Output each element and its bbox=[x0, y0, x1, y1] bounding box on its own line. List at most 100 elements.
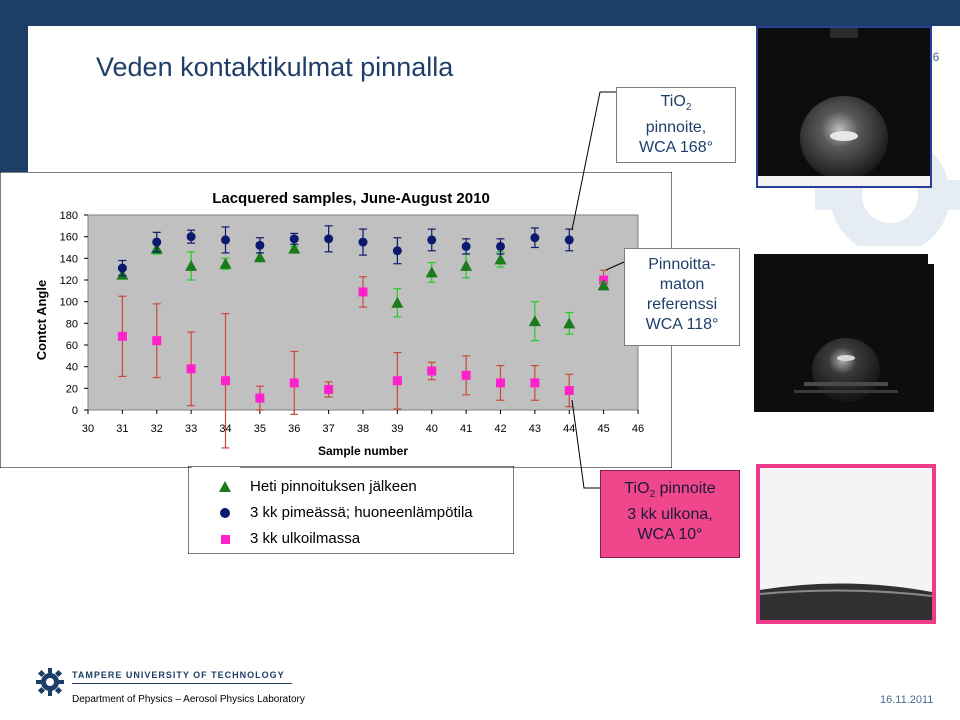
circle-marker-icon bbox=[220, 508, 230, 518]
droplet-image-1 bbox=[758, 28, 930, 186]
droplet-photo-outdoor bbox=[756, 464, 936, 624]
university-name: TAMPERE UNIVERSITY OF TECHNOLOGY bbox=[72, 670, 285, 680]
data-point-circle bbox=[289, 234, 299, 244]
data-point-square bbox=[530, 378, 540, 388]
university-gear-logo-icon bbox=[36, 668, 64, 696]
callout-ref-line2: maton bbox=[659, 276, 705, 293]
data-point-circle bbox=[358, 237, 368, 247]
data-point-triangle bbox=[528, 315, 541, 327]
callout-tio2-line3: WCA 168° bbox=[639, 139, 713, 157]
x-tick-label: 45 bbox=[598, 423, 610, 435]
data-point-square bbox=[461, 370, 471, 380]
x-tick-label: 35 bbox=[254, 423, 266, 435]
data-point-square bbox=[186, 364, 196, 374]
data-point-square bbox=[496, 378, 505, 388]
x-tick-label: 42 bbox=[494, 423, 506, 435]
y-tick-label: 20 bbox=[66, 383, 78, 395]
data-point-circle bbox=[461, 241, 471, 251]
callout-tio2-subscript: 2 bbox=[685, 102, 692, 114]
y-tick-label: 60 bbox=[66, 340, 78, 352]
data-point-triangle bbox=[185, 259, 198, 271]
data-point-square bbox=[358, 287, 368, 297]
callout-ref-line4: WCA 118° bbox=[645, 316, 719, 333]
x-tick-label: 41 bbox=[460, 423, 472, 435]
x-tick-label: 33 bbox=[185, 423, 197, 435]
callout-out-subscript: 2 bbox=[649, 489, 656, 501]
data-point-square bbox=[255, 393, 265, 403]
droplet-photo-tio2 bbox=[756, 26, 932, 188]
data-point-circle bbox=[392, 246, 402, 256]
data-point-square bbox=[117, 331, 127, 341]
x-tick-label: 31 bbox=[116, 423, 128, 435]
legend-label-circle: 3 kk pimeässä; huoneenlämpötila bbox=[250, 504, 473, 521]
callout-ref-line3: referenssi bbox=[646, 296, 718, 313]
callout-out-line2: 3 kk ulkona, bbox=[627, 506, 713, 524]
chart-title: Lacquered samples, June-August 2010 bbox=[212, 190, 490, 207]
droplet-image-2 bbox=[754, 248, 934, 412]
x-tick-label: 38 bbox=[357, 423, 369, 435]
chart-legend: Heti pinnoituksen jälkeen 3 kk pimeässä;… bbox=[188, 466, 514, 554]
callout-outdoor-coated: TiO2 pinnoite 3 kk ulkona, WCA 10° bbox=[600, 470, 740, 558]
data-point-square bbox=[564, 386, 574, 395]
callout-ref-line1: Pinnoitta- bbox=[648, 256, 716, 273]
callout-out-line3: WCA 10° bbox=[637, 526, 703, 544]
data-point-triangle bbox=[253, 251, 266, 263]
y-tick-label: 140 bbox=[60, 253, 78, 265]
data-point-circle bbox=[564, 235, 574, 245]
triangle-marker-icon bbox=[219, 481, 231, 492]
callout-tio2-formula: TiO bbox=[660, 93, 686, 110]
data-point-circle bbox=[152, 237, 162, 247]
y-tick-label: 120 bbox=[60, 275, 78, 287]
y-tick-label: 160 bbox=[60, 232, 78, 244]
data-point-circle bbox=[221, 235, 230, 245]
data-point-triangle bbox=[460, 259, 473, 271]
callout-uncoated-reference: Pinnoitta- maton referenssi WCA 118° bbox=[624, 248, 740, 346]
department-name: Department of Physics – Aerosol Physics … bbox=[72, 694, 305, 705]
y-tick-label: 100 bbox=[60, 297, 78, 309]
x-tick-label: 46 bbox=[632, 423, 644, 435]
data-point-circle bbox=[186, 232, 196, 242]
data-point-triangle bbox=[391, 296, 404, 308]
data-point-triangle bbox=[597, 279, 610, 291]
x-tick-label: 39 bbox=[391, 423, 403, 435]
x-tick-label: 37 bbox=[323, 423, 335, 435]
x-tick-label: 40 bbox=[426, 423, 438, 435]
square-marker-icon bbox=[221, 535, 230, 544]
callout-out-formula: TiO bbox=[624, 480, 650, 497]
data-point-square bbox=[289, 378, 299, 388]
data-point-triangle bbox=[288, 242, 301, 254]
y-axis-label: Contct Angle bbox=[34, 280, 49, 360]
data-point-circle bbox=[255, 240, 265, 250]
data-point-circle bbox=[324, 234, 334, 244]
legend-label-triangle: Heti pinnoituksen jälkeen bbox=[250, 478, 417, 495]
data-point-circle bbox=[530, 233, 540, 243]
callout-tio2-line2: pinnoite, bbox=[645, 119, 707, 137]
data-point-circle bbox=[117, 263, 127, 273]
y-tick-label: 180 bbox=[60, 210, 78, 222]
callout-tio2-coated: TiO2 pinnoite, WCA 168° bbox=[616, 87, 736, 163]
callout-out-line1b: pinnoite bbox=[655, 480, 716, 497]
y-tick-label: 80 bbox=[66, 318, 78, 330]
x-tick-label: 44 bbox=[563, 423, 575, 435]
footer-divider bbox=[72, 683, 292, 684]
data-point-square bbox=[324, 384, 334, 394]
data-point-square bbox=[152, 336, 162, 346]
data-point-triangle bbox=[425, 266, 438, 278]
x-axis-label: Sample number bbox=[318, 444, 408, 458]
contact-angle-chart: Lacquered samples, June-August 2010 Cont… bbox=[0, 172, 672, 468]
slide-date: 16.11.2011 bbox=[880, 694, 934, 706]
data-point-square bbox=[427, 366, 437, 376]
slide-title: Veden kontaktikulmat pinnalla bbox=[96, 52, 454, 82]
x-tick-label: 43 bbox=[529, 423, 541, 435]
x-tick-label: 32 bbox=[151, 423, 163, 435]
x-tick-label: 30 bbox=[82, 423, 94, 435]
legend-label-square: 3 kk ulkoilmassa bbox=[250, 530, 361, 547]
y-tick-label: 40 bbox=[66, 362, 78, 374]
y-tick-label: 0 bbox=[72, 405, 78, 417]
x-tick-label: 36 bbox=[288, 423, 300, 435]
data-point-circle bbox=[496, 241, 505, 251]
data-point-square bbox=[221, 376, 230, 386]
data-point-square bbox=[392, 376, 402, 386]
data-point-triangle bbox=[563, 317, 576, 329]
